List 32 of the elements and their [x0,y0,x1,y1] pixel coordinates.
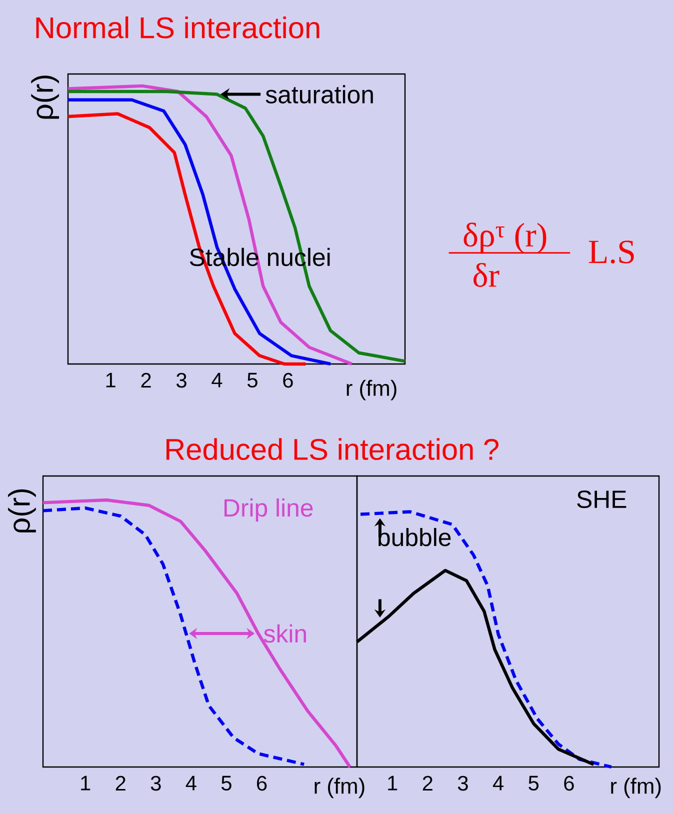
annotation: skin [264,624,306,643]
x-tick-label: 1 [81,776,90,790]
x-axis-title: r (fm) [314,778,364,798]
x-tick-label: 4 [212,372,222,388]
x-tick-label: 3 [458,776,468,791]
x-axis-title: r (fm) [611,778,661,798]
x-tick-label: 5 [528,776,539,791]
x-tick-label: 2 [141,372,151,388]
x-axis-title: r (fm) [346,380,396,400]
x-tick-label: 1 [106,372,116,388]
text: SHE [577,490,626,508]
x-tick-label: 6 [283,372,293,388]
x-tick-label: 3 [176,372,186,388]
x-tick-label: 3 [150,776,161,791]
x-tick-label: 2 [116,776,126,791]
text: δρ$^{τ}$ (r) [464,222,546,254]
x-tick-label: 4 [492,776,504,790]
annotation: saturation [266,85,373,104]
x-tick-label: 6 [256,776,267,791]
chart-title: Reduced LS interaction ? [166,438,498,460]
x-tick-label: 5 [221,776,232,791]
series-label: Drip line [224,498,313,522]
y-axis-title: ρ(r) [8,489,36,532]
x-tick-label: 6 [564,776,574,791]
x-tick-label: 4 [186,776,196,790]
text: L.S [588,240,634,264]
y-axis-title: ρ(r) [31,76,60,119]
chart-title: Normal LS interaction [36,16,320,38]
x-tick-label: 5 [247,372,258,388]
text: δr [474,262,500,287]
x-tick-label: 2 [422,776,432,791]
x-tick-label: 1 [388,776,398,790]
